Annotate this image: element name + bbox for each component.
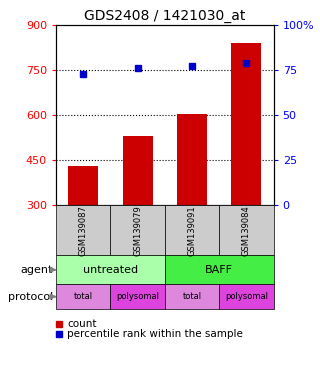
Bar bbox=[110, 205, 165, 255]
Bar bbox=[165, 255, 274, 284]
Text: polysomal: polysomal bbox=[116, 292, 159, 301]
Bar bbox=[219, 205, 274, 255]
Bar bbox=[110, 284, 165, 309]
Text: count: count bbox=[67, 319, 97, 329]
Bar bbox=[56, 255, 165, 284]
Text: total: total bbox=[182, 292, 202, 301]
Bar bbox=[231, 43, 261, 205]
Bar bbox=[68, 166, 98, 205]
Bar bbox=[165, 284, 219, 309]
Text: polysomal: polysomal bbox=[225, 292, 268, 301]
Text: BAFF: BAFF bbox=[205, 265, 233, 275]
Text: GSM139079: GSM139079 bbox=[133, 205, 142, 256]
Bar bbox=[123, 136, 153, 205]
Text: protocol: protocol bbox=[8, 291, 53, 302]
Bar bbox=[56, 205, 110, 255]
Bar bbox=[219, 284, 274, 309]
Text: percentile rank within the sample: percentile rank within the sample bbox=[67, 329, 243, 339]
Bar bbox=[56, 284, 110, 309]
Bar bbox=[165, 205, 219, 255]
Bar bbox=[177, 114, 207, 205]
Text: untreated: untreated bbox=[83, 265, 138, 275]
Text: GSM139084: GSM139084 bbox=[242, 205, 251, 256]
Text: total: total bbox=[74, 292, 93, 301]
Text: GSM139087: GSM139087 bbox=[79, 205, 88, 256]
Title: GDS2408 / 1421030_at: GDS2408 / 1421030_at bbox=[84, 8, 245, 23]
Text: agent: agent bbox=[20, 265, 53, 275]
Text: GSM139091: GSM139091 bbox=[188, 205, 196, 256]
